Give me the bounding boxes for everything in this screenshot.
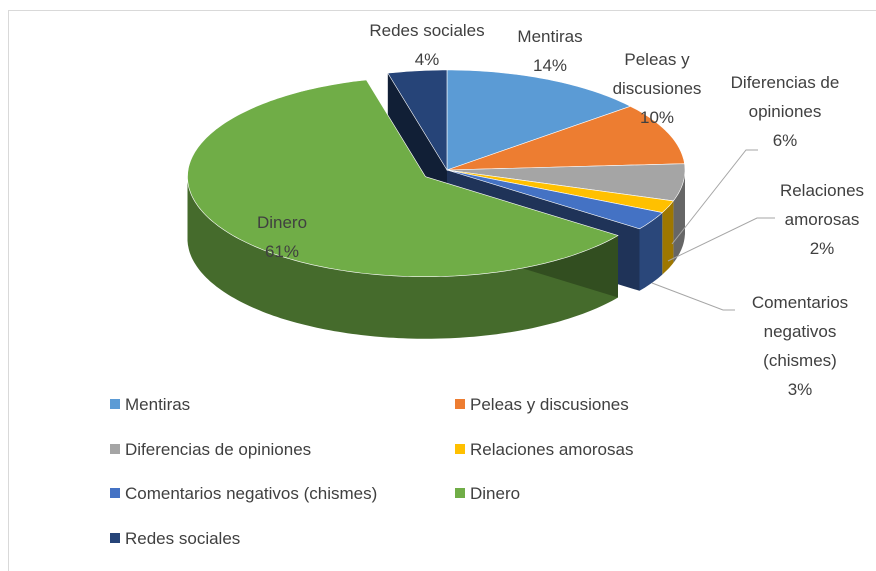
legend-label: Peleas y discusiones [470,395,629,414]
data-label-name: Dinero [256,213,308,232]
data-label-value: 2% [809,239,835,258]
slice [446,163,686,202]
data-label: Comentarios negativos (chismes) 3% [745,288,855,404]
legend-label: Comentarios negativos (chismes) [125,484,378,503]
data-label-value: 3% [787,380,813,399]
legend-label: Dinero [470,484,521,503]
leader-line [667,217,775,262]
legend-item: Redes sociales [110,529,240,549]
leader-line [671,149,758,245]
data-label: Mentiras 14% [500,22,600,80]
legend-swatch [455,399,465,409]
slice [446,105,685,171]
legend-item: Peleas y discusiones [455,395,629,415]
data-label-value: 61% [264,242,300,261]
data-label-value: 6% [772,131,798,150]
legend-swatch [110,532,120,543]
legend-label: Mentiras [125,395,191,414]
chart-frame [8,10,876,571]
data-label-name: Mentiras [517,27,583,46]
legend-item: Relaciones amorosas [455,440,633,460]
slice-side [673,170,685,263]
legend-swatch [110,488,120,498]
data-label-value: 4% [414,50,440,69]
slice [446,69,632,171]
data-label: Peleas y discusiones 10% [607,45,707,132]
legend-label: Diferencias de opiniones [125,439,312,459]
legend-item: Diferencias de opiniones [110,440,311,460]
data-label-name: Relaciones amorosas [779,181,865,229]
slice [187,79,619,278]
legend-swatch [455,488,465,498]
data-label: Diferencias de opiniones 6% [723,68,848,155]
legend-swatch [110,399,120,409]
legend-label: Relaciones amorosas [470,439,634,459]
legend-item: Mentiras [110,395,190,415]
legend-item: Dinero [455,484,520,504]
data-label: Dinero 61% [242,208,322,266]
legend-item: Comentarios negativos (chismes) [110,484,377,504]
slice-side [187,176,618,339]
data-label: Redes sociales 4% [352,16,502,74]
data-label-value: 10% [639,108,675,127]
slice [446,169,674,213]
slice-side [639,212,663,291]
slice-side [662,200,674,275]
data-label: Relaciones amorosas 2% [775,176,870,263]
slice [446,169,663,230]
legend-swatch [110,443,120,454]
data-label-name: Redes sociales [369,21,485,40]
data-label-value: 14% [532,56,568,75]
legend-swatch [455,443,465,454]
leader-lines [651,149,775,311]
legend-label: Redes sociales [125,528,241,548]
leader-line [651,282,735,311]
data-label-name: Comentarios negativos (chismes) [751,293,849,370]
pie [187,69,686,339]
slice [387,69,448,172]
data-label-name: Diferencias de opiniones [730,73,840,121]
data-label-name: Peleas y discusiones [612,50,702,98]
